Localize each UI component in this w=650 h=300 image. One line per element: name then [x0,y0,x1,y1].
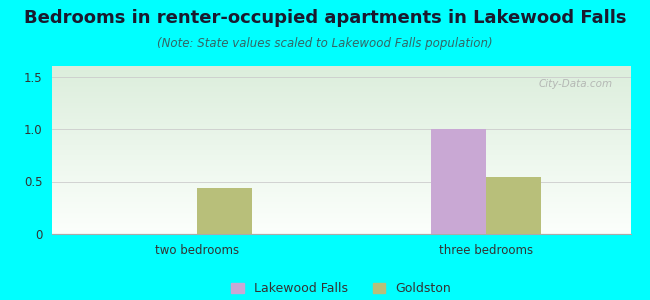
Bar [486,177,541,234]
Text: Bedrooms in renter-occupied apartments in Lakewood Falls: Bedrooms in renter-occupied apartments i… [24,9,626,27]
Text: City-Data.com: City-Data.com [539,80,613,89]
Bar [431,129,486,234]
Text: (Note: State values scaled to Lakewood Falls population): (Note: State values scaled to Lakewood F… [157,38,493,50]
Bar [196,188,252,234]
Legend: Lakewood Falls, Goldston: Lakewood Falls, Goldston [226,277,456,300]
